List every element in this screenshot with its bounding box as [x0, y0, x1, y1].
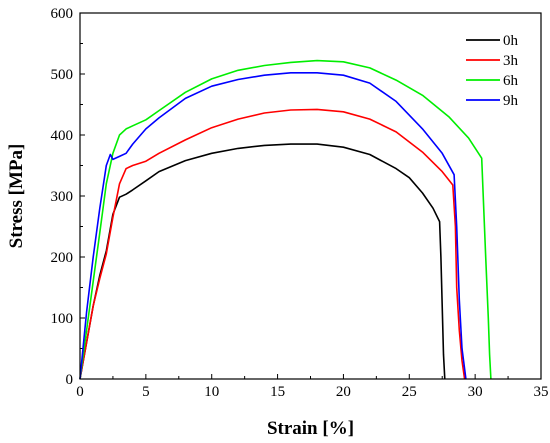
axis-ticks: [79, 12, 542, 380]
series-lines: [79, 59, 492, 380]
y-tick-label-3: 300: [51, 189, 74, 205]
x-tick-label-2: 10: [204, 384, 219, 400]
x-tick-label-6: 30: [468, 384, 483, 400]
legend-label-0h: 0h: [503, 33, 519, 49]
x-tick-label-3: 15: [270, 384, 285, 400]
y-tick-label-4: 400: [51, 128, 74, 144]
x-tick-label-7: 35: [534, 384, 549, 400]
legend: 0h 3h 6h 9h: [466, 33, 519, 109]
series-line-6h: [79, 59, 492, 380]
x-tick-label-0: 0: [76, 384, 84, 400]
legend-label-3h: 3h: [503, 53, 519, 69]
series-line-3h: [79, 108, 466, 380]
x-tick-labels: 0 5 10 15 20 25 30 35: [76, 384, 548, 400]
y-tick-label-1: 100: [51, 311, 74, 327]
y-tick-labels: 0 100 200 300 400 500 600: [51, 6, 74, 388]
x-tick-label-1: 5: [142, 384, 150, 400]
series-line-9h: [79, 72, 467, 380]
y-tick-label-5: 500: [51, 67, 74, 83]
legend-label-9h: 9h: [503, 93, 519, 109]
x-tick-label-5: 25: [402, 384, 417, 400]
y-tick-label-2: 200: [51, 250, 74, 266]
series-line-0h: [79, 143, 446, 380]
plot-frame: [79, 12, 542, 380]
x-tick-label-4: 20: [336, 384, 351, 400]
y-tick-label-0: 0: [66, 372, 74, 388]
y-axis-title: Stress [MPa]: [6, 144, 27, 249]
legend-label-6h: 6h: [503, 73, 519, 89]
x-axis-title: Strain [%]: [267, 418, 354, 439]
y-tick-label-6: 600: [51, 6, 74, 22]
